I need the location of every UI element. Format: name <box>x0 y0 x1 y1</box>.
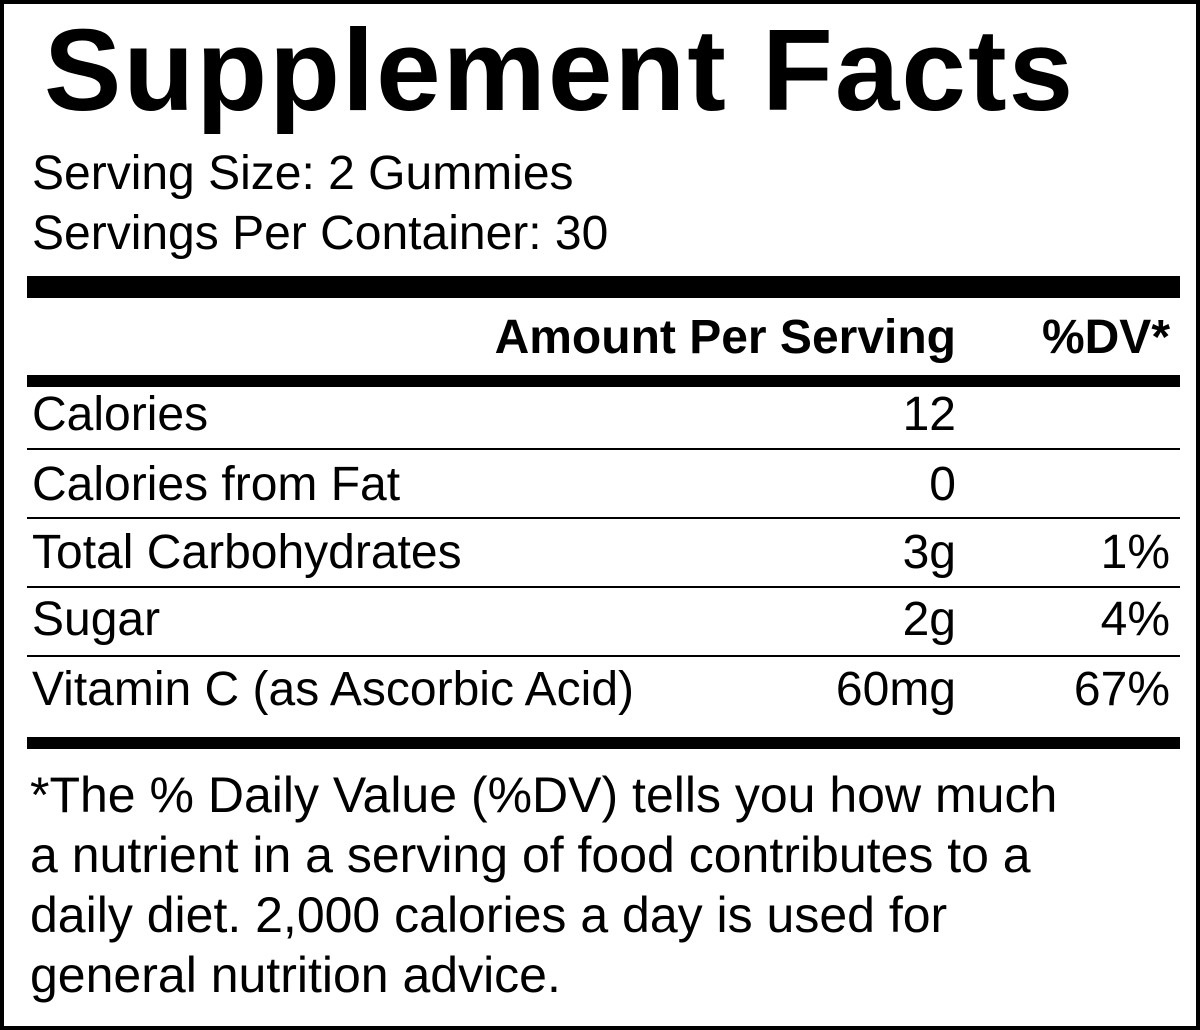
daily-value: 1% <box>1100 526 1170 579</box>
amount: 60mg <box>835 663 956 716</box>
serving-size: Serving Size: 2 Gummies <box>32 147 574 200</box>
amount: 0 <box>929 458 956 511</box>
nutrient-name: Sugar <box>32 593 161 646</box>
footnote-line: daily diet. 2,000 calories a day is used… <box>30 887 948 943</box>
daily-value: 67% <box>1073 663 1170 716</box>
amount-header: Amount Per Serving <box>494 311 956 364</box>
amount: 2g <box>902 593 956 646</box>
nutrient-name: Calories <box>32 388 209 441</box>
thick-rule <box>27 375 1180 387</box>
thick-rule <box>27 276 1180 298</box>
amount: 12 <box>902 388 956 441</box>
row-rule <box>27 586 1180 588</box>
row-rule <box>27 448 1180 450</box>
footnote-line: a nutrient in a serving of food contribu… <box>30 827 1031 883</box>
row-rule <box>27 655 1180 657</box>
footnote-line: general nutrition advice. <box>30 947 561 1003</box>
amount: 3g <box>902 526 956 579</box>
thick-rule <box>27 737 1180 749</box>
nutrient-name: Total Carbohydrates <box>32 526 462 579</box>
dv-header: %DV* <box>1041 311 1170 364</box>
servings-per-container: Servings Per Container: 30 <box>32 207 609 260</box>
nutrient-name: Calories from Fat <box>32 458 401 511</box>
title: Supplement Facts <box>44 5 1076 135</box>
daily-value: 4% <box>1100 593 1170 646</box>
row-rule <box>27 517 1180 519</box>
footnote-line: *The % Daily Value (%DV) tells you how m… <box>30 767 1058 823</box>
nutrient-name: Vitamin C (as Ascorbic Acid) <box>32 663 634 716</box>
